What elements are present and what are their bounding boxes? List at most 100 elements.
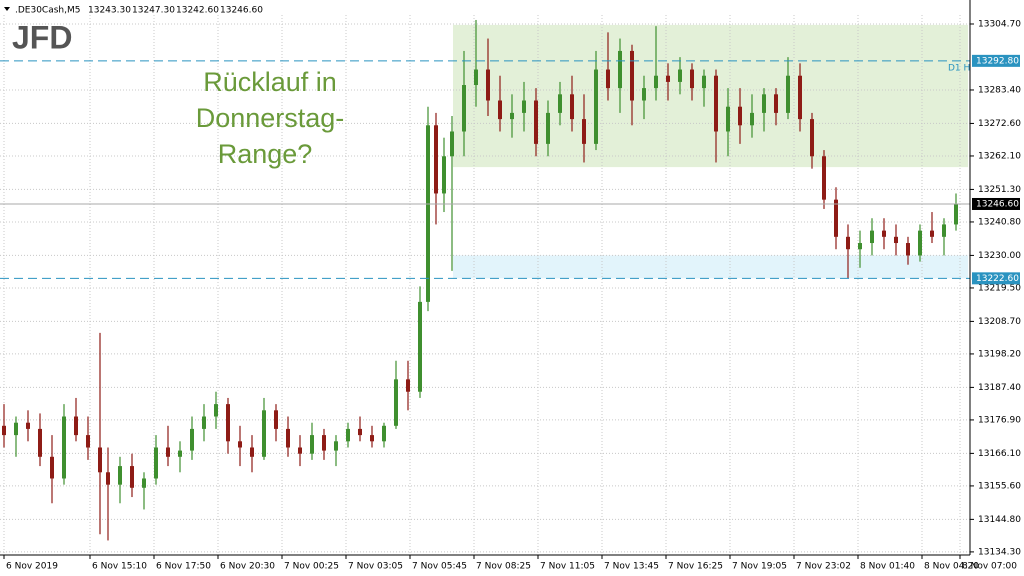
candle-body — [118, 466, 122, 485]
x-tick-label: 7 Nov 00:25 — [284, 562, 339, 572]
x-tick-label: 6 Nov 17:50 — [156, 562, 211, 572]
y-tick-label: 13262.10 — [978, 151, 1021, 161]
price-tag-label: 13222.60 — [976, 274, 1019, 284]
candle-body — [630, 50, 634, 101]
y-tick-label: 13166.10 — [978, 449, 1021, 459]
candle-body — [678, 69, 682, 82]
candle-body — [62, 416, 66, 479]
candle-body — [442, 156, 446, 194]
x-tick-label: 7 Nov 11:05 — [540, 562, 595, 572]
candle-body — [14, 422, 18, 436]
candle-body — [954, 203, 958, 225]
y-tick-label: 13187.40 — [978, 383, 1021, 393]
candle-body — [942, 224, 946, 237]
candle-body — [798, 75, 802, 120]
candle-body — [546, 112, 550, 144]
candle-body — [918, 230, 922, 256]
y-tick-label: 13283.40 — [978, 85, 1021, 95]
price-tag-label: 13292.80 — [976, 56, 1019, 66]
candles — [2, 19, 958, 541]
y-tick-label: 13155.60 — [978, 481, 1021, 491]
candle-body — [50, 456, 54, 479]
candle-body — [298, 447, 302, 454]
x-tick-label: 7 Nov 23:02 — [796, 562, 851, 572]
x-tick-label: 8 Nov 01:40 — [860, 562, 915, 572]
candle-body — [38, 428, 42, 457]
x-tick-label: 7 Nov 05:45 — [412, 562, 467, 572]
y-tick-label: 13208.70 — [978, 317, 1021, 327]
candle-body — [434, 125, 438, 194]
candle-body — [178, 450, 182, 457]
grid: 13304.70 13283.40 13272.60 13262.10 13251.30… — [0, 15, 1021, 572]
candle-body — [822, 156, 826, 200]
candle-body — [450, 131, 454, 157]
candle-body — [846, 236, 850, 250]
candle-body — [274, 410, 278, 429]
y-tick-label: 13272.60 — [978, 119, 1021, 129]
x-tick-label: 7 Nov 13:45 — [604, 562, 659, 572]
candle-body — [130, 466, 134, 488]
candle-body — [654, 75, 658, 89]
candle-body — [810, 119, 814, 157]
y-tick-label: 13144.80 — [978, 515, 1021, 525]
candle-body — [322, 435, 326, 451]
y-tick-label: 13134.30 — [978, 547, 1021, 557]
candle-body — [858, 243, 862, 250]
price-tag — [972, 54, 1020, 67]
candle-body — [106, 472, 110, 485]
candle-body — [226, 404, 230, 442]
annotation: Donnerstag- — [196, 103, 345, 133]
candle-body — [238, 441, 242, 448]
candle-body — [714, 75, 718, 132]
x-tick-label: 6 Nov 20:30 — [220, 562, 275, 572]
candle-body — [166, 447, 170, 457]
candle-body — [86, 435, 90, 448]
candle-body — [286, 428, 290, 448]
candle-body — [750, 112, 754, 126]
candle-body — [606, 69, 610, 89]
candle-body — [726, 106, 730, 132]
candle-body — [262, 410, 266, 457]
candle-body — [486, 69, 490, 101]
header-quote: 13246.60 — [220, 6, 263, 16]
candle-body — [214, 404, 218, 417]
candle-body — [666, 75, 670, 82]
candle-body — [786, 75, 790, 113]
candle-body — [510, 112, 514, 120]
annotation: Range? — [218, 139, 313, 169]
candle-body — [642, 88, 646, 101]
y-tick-label: 13251.30 — [978, 185, 1021, 195]
candle-body — [474, 69, 478, 86]
zones — [453, 24, 968, 279]
candle-body — [870, 230, 874, 244]
zone — [453, 255, 968, 279]
candle-body — [930, 230, 934, 237]
candle-body — [522, 100, 526, 113]
x-tick-label: 7 Nov 19:05 — [732, 562, 787, 572]
x-tick-label: 8 Nov 04:20 — [924, 562, 979, 572]
candle-body — [26, 422, 30, 429]
candle-body — [346, 428, 350, 442]
candle-body — [702, 75, 706, 89]
annotation: Rücklauf in — [203, 67, 337, 97]
candle-body — [582, 119, 586, 144]
candle-body — [558, 94, 562, 113]
candle-body — [358, 428, 362, 436]
y-tick-label: 13304.70 — [978, 19, 1021, 29]
zone-label: D1 H — [948, 64, 970, 74]
price-lines: 13292.80 13222.60 13246.60 — [0, 54, 1020, 285]
candle-body — [762, 94, 766, 113]
candle-body — [462, 85, 466, 132]
menu-arrow — [4, 7, 10, 11]
candle-body — [534, 100, 538, 144]
candle-body — [74, 416, 78, 436]
x-tick-label: 8 Nov 07:00 — [962, 562, 1017, 572]
candle-body — [370, 435, 374, 442]
price-tag-label: 13246.60 — [976, 199, 1019, 209]
candle-body — [418, 301, 422, 392]
candle-body — [906, 243, 910, 256]
x-tick-label: 6 Nov 2019 — [6, 562, 58, 572]
candle-body — [594, 69, 598, 144]
candle-body — [406, 379, 410, 392]
header-quote: 13247.30 — [132, 6, 175, 16]
